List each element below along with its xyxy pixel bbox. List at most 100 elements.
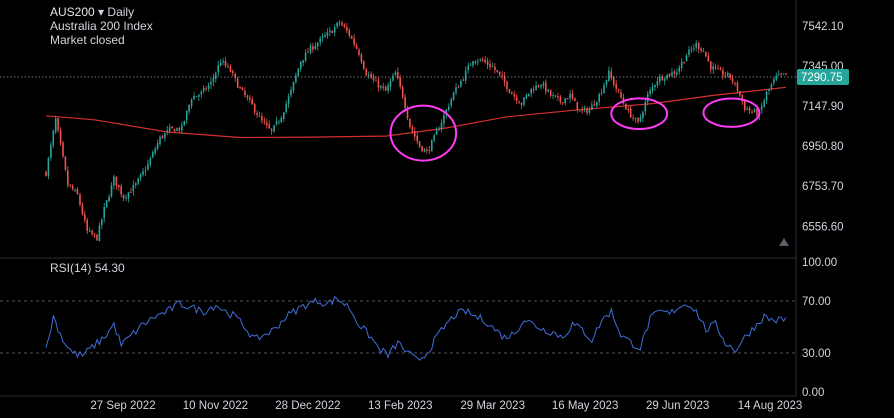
candle [525, 93, 528, 100]
instrument-name: Australia 200 Index [50, 19, 153, 33]
candle [62, 140, 64, 158]
candle [610, 67, 613, 81]
symbol-label[interactable]: AUS200 [50, 5, 95, 19]
candle [457, 85, 460, 89]
candle [314, 42, 317, 51]
candle [384, 85, 387, 91]
candle [76, 186, 79, 195]
candle [552, 92, 554, 100]
candle [537, 84, 540, 88]
candle [144, 166, 147, 177]
candle [142, 168, 144, 177]
candle [217, 60, 220, 76]
candle [515, 94, 518, 104]
candle [154, 146, 156, 156]
rsi-label[interactable]: RSI(14) [50, 261, 92, 275]
candle [414, 127, 416, 141]
candle [285, 100, 287, 114]
candle [304, 49, 307, 63]
candle [479, 58, 482, 62]
rsi-header: RSI(14) 54.30 [50, 261, 125, 275]
candle [693, 44, 695, 52]
candle [263, 117, 266, 125]
interval-label[interactable]: Daily [107, 5, 135, 19]
candle [559, 95, 562, 105]
candle [88, 227, 91, 233]
candle [685, 53, 688, 62]
candle [84, 210, 86, 223]
candle [598, 92, 600, 106]
candle [518, 100, 520, 104]
rsi-tick-label: 30.00 [802, 348, 831, 360]
candle [654, 84, 656, 91]
candle [130, 187, 132, 193]
candle [173, 128, 176, 132]
settings-corner-icon[interactable] [779, 238, 789, 246]
candle [423, 148, 426, 153]
candle [297, 68, 300, 77]
rsi-value: 54.30 [94, 261, 125, 275]
candle [545, 79, 547, 95]
candle [81, 202, 84, 216]
candle [251, 96, 253, 105]
candle [431, 139, 433, 152]
candle [489, 59, 491, 71]
candle [113, 174, 115, 190]
candle [498, 71, 501, 77]
candle [147, 159, 149, 171]
candle [765, 90, 768, 104]
candle [464, 66, 467, 84]
candle [540, 84, 542, 90]
candle [620, 89, 622, 99]
time-tick-label: 29 Jun 2023 [646, 400, 709, 412]
candle [695, 40, 697, 52]
candle [302, 60, 304, 67]
rsi-line [45, 295, 787, 361]
candle [336, 21, 338, 29]
candle [532, 86, 535, 94]
candle [421, 145, 423, 153]
rsi-tick-label: 0.00 [802, 387, 824, 399]
candle [190, 98, 193, 109]
candle [712, 62, 714, 74]
candle [236, 76, 239, 88]
candle [731, 74, 734, 85]
candle [50, 141, 52, 161]
candle [535, 81, 537, 91]
time-tick-label: 29 Mar 2023 [460, 400, 525, 412]
candles-layer [45, 20, 787, 242]
candle [523, 96, 525, 107]
rsi-tick-label: 70.00 [802, 296, 831, 308]
candle [52, 129, 55, 149]
candle [188, 104, 190, 115]
market-status: Market closed [50, 33, 125, 47]
candle [178, 126, 181, 133]
tick-labels-layer: 7542.107345.007147.906950.806753.706556.… [90, 21, 843, 412]
candle [768, 88, 770, 95]
candle [722, 66, 724, 80]
candle [241, 87, 244, 91]
candle [576, 101, 579, 113]
candle [171, 126, 173, 129]
candle [644, 97, 647, 116]
candle [656, 77, 659, 89]
candle [586, 106, 588, 116]
candle [593, 100, 596, 107]
candle [358, 47, 360, 57]
candle [350, 35, 353, 40]
candle [324, 32, 326, 39]
candle [283, 112, 285, 122]
candle [462, 77, 465, 82]
candle [105, 200, 108, 209]
candle [484, 56, 486, 64]
time-tick-label: 16 May 2023 [552, 400, 619, 412]
candle [387, 82, 389, 94]
candle [353, 34, 355, 48]
candle [365, 67, 368, 77]
candle [513, 90, 516, 101]
candle [547, 89, 549, 93]
time-tick-label: 28 Dec 2022 [275, 400, 340, 412]
candle [615, 80, 617, 94]
symbol-dropdown-icon[interactable]: ▾ [98, 5, 105, 19]
price-tick-label: 6556.60 [802, 221, 844, 233]
